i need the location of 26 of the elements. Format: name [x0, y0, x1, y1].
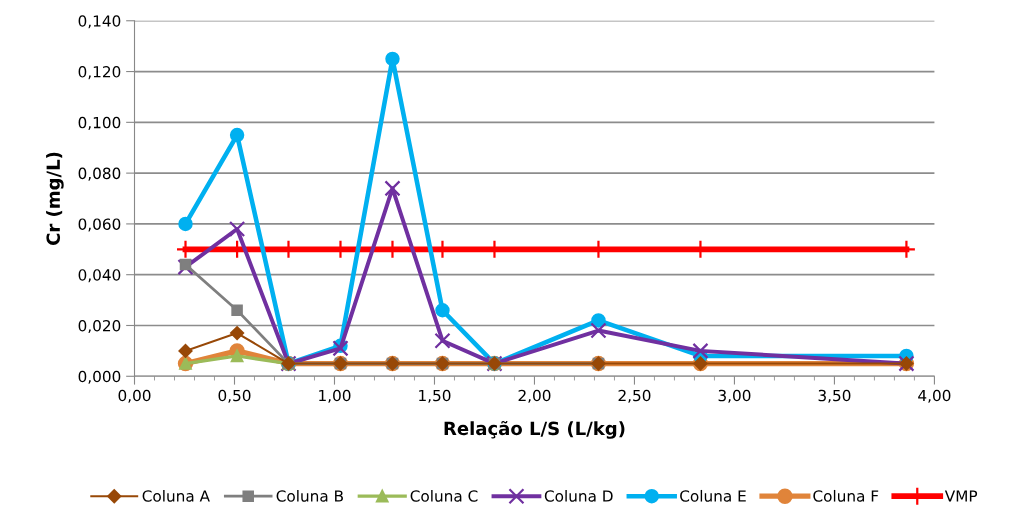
x-axis-title: Relação L/S (L/kg) — [444, 420, 625, 439]
y-axis-title: Cr (mg/L) — [46, 152, 64, 246]
legend-label: Coluna F — [813, 489, 879, 502]
legend-label: VMP — [944, 490, 978, 502]
x-tick-label: 3,50 — [818, 389, 851, 403]
x-tick-label: 1,50 — [419, 389, 451, 403]
x-tick-label: 2,00 — [518, 389, 551, 403]
x-tick-label: 0,00 — [118, 389, 151, 403]
y-tick-label: 0,040 — [78, 269, 121, 283]
x-tick-label: 3,00 — [718, 389, 751, 403]
y-tick-label: 0,020 — [78, 319, 121, 334]
legend-label: Coluna B — [276, 489, 343, 502]
y-tick-label: 0,140 — [78, 15, 121, 29]
y-tick-label: 0,100 — [78, 116, 121, 130]
y-tick-label: 0,120 — [78, 66, 121, 80]
x-tick-label: 0,50 — [218, 389, 251, 403]
legend-label: Coluna C — [410, 489, 478, 502]
x-tick-label: 1,00 — [319, 389, 351, 403]
x-tick-label: 2,50 — [618, 389, 651, 403]
y-tick-label: 0,080 — [78, 167, 121, 181]
legend-label: Coluna E — [680, 489, 746, 502]
legend-label: Coluna D — [544, 489, 613, 502]
y-tick-label: 0,000 — [78, 370, 121, 384]
y-tick-label: 0,060 — [78, 218, 121, 232]
x-tick-label: 4,00 — [918, 389, 951, 403]
legend-label: Coluna A — [142, 489, 210, 502]
